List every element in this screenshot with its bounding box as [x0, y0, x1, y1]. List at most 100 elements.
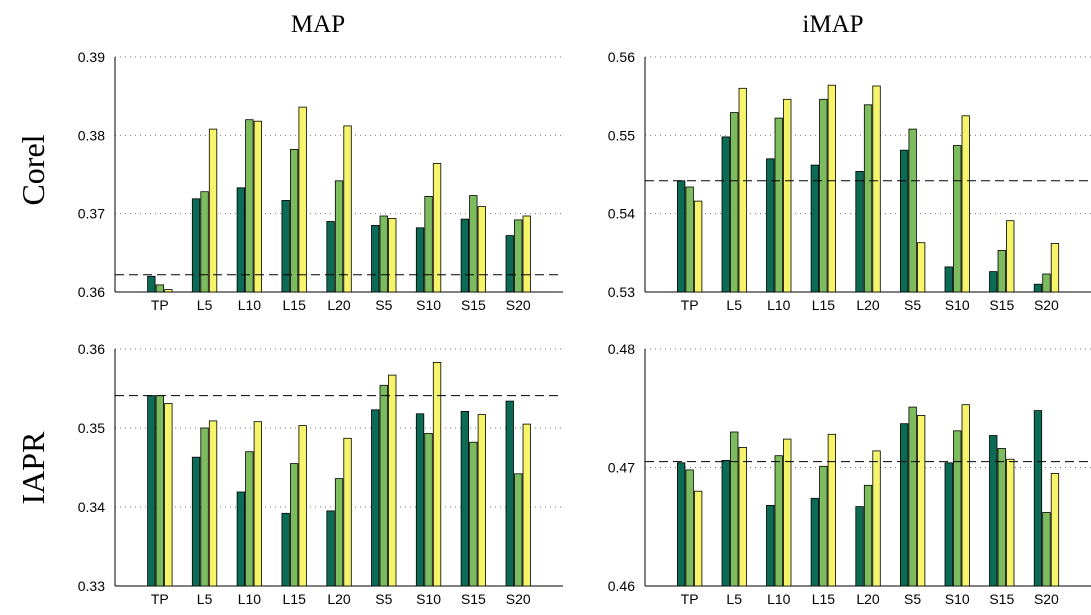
y-tick-label: 0.36	[78, 284, 105, 300]
x-tick-label: L20	[327, 297, 351, 313]
chart-corel-map: 0.36 0.37 0.38 0.39 TP L5 L10 L15 L20 S5 S10 S15 S20	[78, 49, 563, 313]
y-tick-label: 0.39	[78, 49, 105, 65]
bar	[253, 421, 263, 587]
row-label-corel: Corel	[15, 134, 51, 205]
bar	[677, 462, 686, 587]
y-tick-label: 0.54	[608, 206, 635, 222]
x-tick-label: S15	[989, 591, 1014, 607]
bar	[685, 469, 694, 587]
bar	[155, 395, 165, 587]
bar	[677, 180, 686, 293]
bar	[281, 199, 290, 293]
bar	[379, 384, 388, 587]
x-tick-label: L5	[197, 297, 213, 313]
bar	[245, 451, 254, 587]
x-tick-label: L5	[197, 591, 213, 607]
bar	[522, 215, 531, 293]
bar	[200, 191, 209, 293]
bar	[334, 478, 344, 587]
bar	[253, 120, 263, 293]
bar	[432, 361, 442, 587]
bar	[147, 275, 156, 293]
bar	[289, 148, 299, 293]
bar	[863, 104, 873, 293]
y-tick-label: 0.48	[608, 341, 635, 357]
bar	[1050, 472, 1060, 587]
bar	[164, 403, 173, 587]
x-tick-label: L20	[856, 297, 880, 313]
x-tick-label: L15	[812, 591, 836, 607]
bar	[477, 206, 487, 293]
bar	[298, 106, 307, 293]
x-tick-label: TP	[151, 591, 169, 607]
bar	[944, 266, 953, 293]
bar	[685, 186, 694, 293]
bar	[432, 163, 442, 293]
bar	[944, 462, 953, 587]
y-tick-label: 0.55	[608, 127, 635, 143]
bar	[783, 438, 792, 587]
bar	[388, 217, 397, 293]
x-tick-label: S20	[1034, 591, 1059, 607]
chart-corel-imap: 0.53 0.54 0.55 0.56 TP L5 L10 L15 L20 S5 S10 S15 S20	[608, 49, 1091, 313]
bar	[298, 425, 307, 587]
bar	[1006, 220, 1015, 293]
x-tick-label: S20	[1034, 297, 1059, 313]
x-tick-label: L15	[283, 591, 307, 607]
bar	[1050, 242, 1060, 293]
bar	[1042, 273, 1051, 293]
bar	[872, 450, 881, 587]
bar	[900, 423, 909, 587]
bar	[917, 414, 926, 587]
x-tick-label: S10	[416, 591, 441, 607]
bar	[721, 459, 730, 587]
bar	[289, 463, 299, 587]
x-tick-label: S5	[904, 591, 921, 607]
x-tick-label: S15	[989, 297, 1014, 313]
bar	[819, 465, 828, 587]
bar	[155, 284, 165, 293]
bar	[1033, 410, 1043, 587]
x-tick-label: S15	[461, 297, 486, 313]
x-tick-label: TP	[681, 297, 699, 313]
bar	[236, 187, 246, 293]
bar	[477, 414, 487, 587]
bar	[343, 437, 352, 587]
bar	[810, 497, 819, 587]
bar	[855, 506, 864, 587]
x-tick-label: TP	[681, 591, 699, 607]
bar	[783, 98, 792, 293]
bar	[1033, 283, 1043, 293]
x-tick-label: S5	[375, 297, 392, 313]
bar	[208, 128, 218, 293]
x-tick-label: L10	[238, 297, 262, 313]
bar	[730, 431, 739, 587]
y-tick-label: 0.36	[78, 341, 105, 357]
bar	[738, 446, 747, 587]
bar	[326, 221, 335, 293]
bar	[908, 406, 917, 587]
bar	[774, 117, 783, 293]
x-tick-label: L5	[726, 297, 742, 313]
bar	[738, 87, 747, 293]
bar	[415, 413, 425, 587]
bar	[469, 441, 478, 587]
bar	[191, 198, 201, 293]
bar	[989, 271, 998, 293]
bar	[424, 433, 433, 587]
bar	[953, 430, 962, 587]
bar	[415, 227, 425, 293]
bar	[766, 504, 775, 587]
x-tick-label: L20	[327, 591, 351, 607]
bar	[343, 125, 352, 293]
bar	[997, 250, 1006, 293]
y-tick-label: 0.56	[608, 49, 635, 65]
bar	[900, 149, 909, 293]
y-tick-label: 0.47	[608, 460, 635, 476]
column-title-map: MAP	[291, 11, 345, 38]
bar	[872, 85, 881, 293]
bar	[514, 219, 523, 293]
bar	[774, 455, 783, 587]
bar	[424, 195, 433, 293]
column-title-imap: iMAP	[802, 11, 863, 38]
